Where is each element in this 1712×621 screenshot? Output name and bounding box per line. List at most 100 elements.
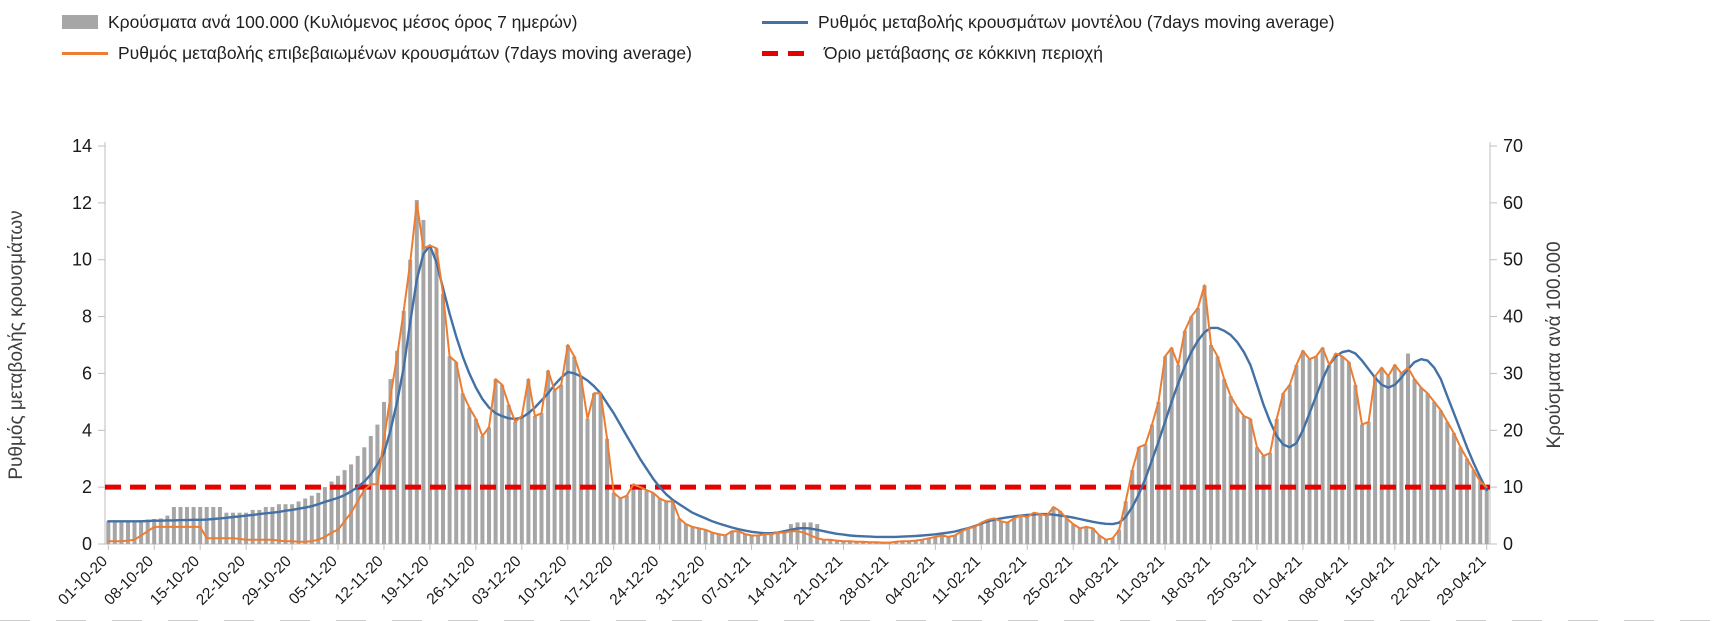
- bar: [1458, 447, 1463, 544]
- x-axis-tick-label: 25-02-21: [1020, 553, 1076, 609]
- x-axis-tick-label: 17-12-20: [561, 553, 617, 609]
- bar: [1333, 353, 1338, 544]
- bar: [1445, 421, 1450, 544]
- confirmed-rate-line: [107, 201, 1488, 544]
- bar: [585, 418, 590, 544]
- left-axis-tick-label: 14: [72, 136, 92, 156]
- bar: [1432, 401, 1437, 544]
- left-axis-tick-label: 4: [82, 420, 92, 440]
- bar: [336, 475, 340, 544]
- blue-line-swatch-icon: [762, 20, 808, 24]
- x-axis-tick-label: 05-11-20: [286, 553, 341, 608]
- bar: [329, 481, 334, 544]
- bar: [749, 535, 754, 544]
- x-axis-tick-label: 22-10-20: [193, 553, 249, 609]
- bar: [1150, 424, 1154, 544]
- bar: [959, 530, 964, 544]
- bar: [1340, 356, 1345, 544]
- right-axis-tick-label: 20: [1503, 420, 1523, 440]
- x-axis-tick-label: 15-10-20: [147, 553, 203, 609]
- bar: [1005, 522, 1010, 544]
- bar: [972, 526, 977, 544]
- bar: [651, 492, 656, 544]
- bar: [1104, 539, 1108, 544]
- bar: [756, 535, 761, 544]
- bar: [1241, 416, 1246, 544]
- bar: [1215, 356, 1220, 544]
- x-axis-tick-label: 10-12-20: [515, 553, 571, 609]
- x-axis-tick-label: 01-10-20: [55, 553, 111, 609]
- bar: [710, 532, 715, 544]
- bar: [1084, 526, 1089, 544]
- right-axis-tick-label: 50: [1503, 250, 1523, 270]
- bar: [263, 507, 268, 544]
- bar: [894, 541, 898, 544]
- bar: [506, 404, 511, 544]
- bar: [1071, 524, 1076, 544]
- chart-area: 0 2 4 6 8 10 12 14 0 10 20 30 40 50 60 70 01-10-20 08-10-…: [0, 66, 1712, 619]
- x-axis-tick-label: 22-04-21: [1388, 553, 1444, 609]
- bar: [126, 521, 130, 544]
- bar: [1012, 518, 1017, 544]
- bar: [1320, 347, 1325, 544]
- bar: [539, 413, 544, 544]
- bar: [1425, 393, 1430, 544]
- x-axis-tick-label: 15-04-21: [1342, 553, 1398, 609]
- bar: [473, 418, 478, 544]
- bar: [1346, 362, 1351, 544]
- right-axis-tick-label: 40: [1503, 307, 1523, 327]
- bar: [119, 521, 124, 544]
- legend-item-model-rate: Ρυθμός μεταβολής κρουσμάτων μοντέλου (7d…: [762, 11, 1712, 33]
- red-dashed-line-swatch-icon: [762, 50, 814, 56]
- legend-label-model-rate: Ρυθμός μεταβολής κρουσμάτων μοντέλου (7d…: [818, 12, 1335, 32]
- x-axis-tick-label: 04-02-21: [882, 553, 938, 609]
- bar: [907, 541, 912, 544]
- bar: [1038, 513, 1043, 544]
- bar: [493, 379, 498, 544]
- x-axis-tick-label: 24-12-20: [607, 553, 663, 609]
- bar: [572, 356, 577, 544]
- bar: [132, 521, 137, 544]
- bar: [703, 529, 708, 544]
- bar: [1077, 528, 1082, 544]
- bar: [1353, 384, 1358, 544]
- bar: [1300, 350, 1305, 544]
- bar: [1287, 384, 1292, 544]
- bar: [382, 401, 386, 544]
- bar: [611, 492, 616, 544]
- bar: [690, 526, 695, 544]
- bar: [244, 512, 249, 544]
- bar: [1373, 376, 1378, 544]
- bar: [926, 538, 931, 544]
- bar: [815, 524, 820, 544]
- bar: [1419, 387, 1424, 544]
- bar: [795, 522, 800, 544]
- bar: [1386, 376, 1391, 544]
- bar: [775, 532, 780, 544]
- bar: [841, 541, 846, 544]
- bar: [1314, 356, 1319, 544]
- right-axis-tick-label: 10: [1503, 477, 1523, 497]
- bar: [178, 507, 183, 544]
- bar: [322, 487, 327, 544]
- bar: [454, 362, 459, 544]
- bar: [618, 498, 623, 544]
- bar: [1392, 364, 1397, 544]
- bar: [1110, 538, 1115, 544]
- bar: [1484, 487, 1489, 544]
- bar: [480, 436, 485, 544]
- bar: [1209, 345, 1213, 544]
- left-axis-tick-label: 12: [72, 193, 92, 213]
- bar: [1025, 516, 1030, 544]
- bar: [211, 507, 216, 544]
- bar: [441, 293, 445, 544]
- bar: [1156, 401, 1161, 544]
- x-axis-tick-label: 03-12-20: [469, 553, 525, 609]
- x-axis-tick-label: 25-03-21: [1204, 553, 1260, 609]
- bar: [250, 509, 255, 544]
- bar: [237, 512, 242, 544]
- bar: [513, 421, 518, 544]
- bar: [782, 532, 787, 544]
- bar: [224, 512, 229, 544]
